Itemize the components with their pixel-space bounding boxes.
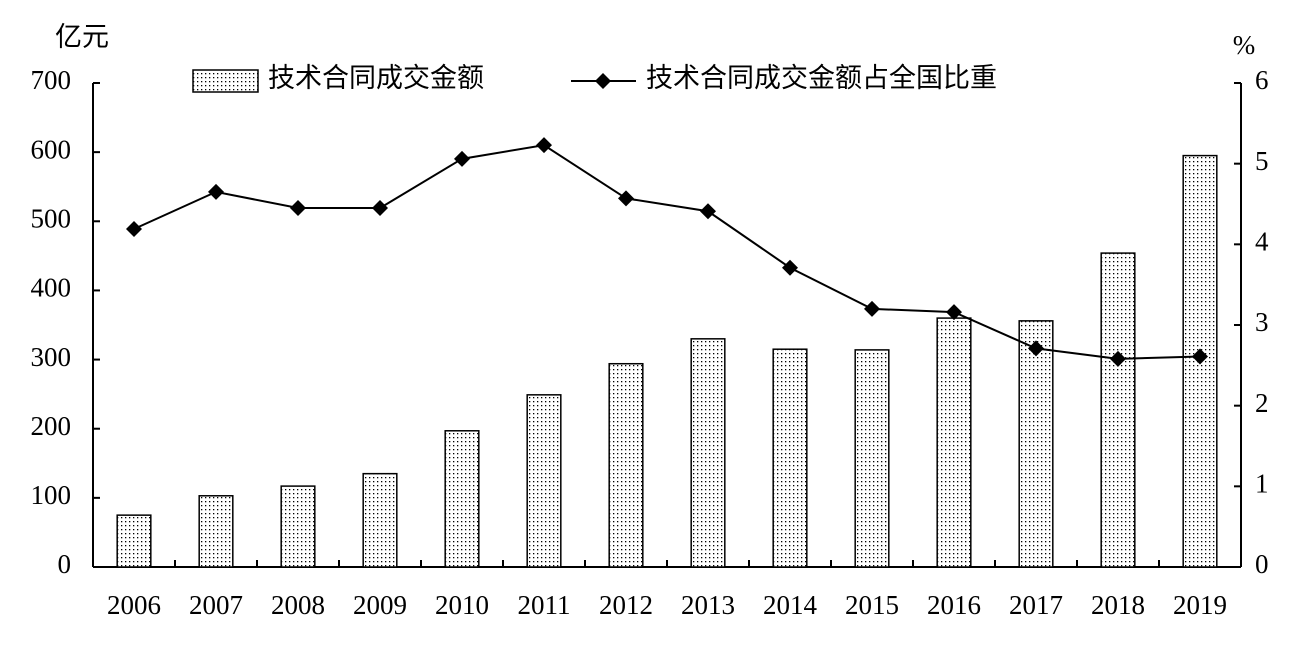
- legend-label: 技术合同成交金额: [268, 63, 484, 93]
- bar: [936, 317, 972, 568]
- x-tick-label: 2010: [435, 590, 489, 620]
- bar: [280, 485, 316, 568]
- line-marker: [864, 300, 880, 317]
- x-tick-label: 2017: [1009, 590, 1063, 620]
- x-tick-label: 2007: [189, 590, 243, 620]
- bar: [608, 362, 644, 568]
- bar: [444, 430, 480, 568]
- y-tick-label: 600: [31, 134, 72, 164]
- bar: [772, 348, 808, 568]
- line-marker: [700, 203, 716, 220]
- x-tick-label: 2008: [271, 590, 325, 620]
- bar: [116, 514, 152, 568]
- line-marker: [1028, 340, 1044, 357]
- line-marker: [946, 304, 962, 321]
- x-tick-label: 2012: [599, 590, 653, 620]
- bar: [362, 472, 398, 568]
- line-marker: [536, 137, 552, 154]
- line: [133, 144, 1201, 360]
- bar: [854, 349, 890, 568]
- x-tick-label: 2015: [845, 590, 899, 620]
- y-axis-label: 亿元: [55, 22, 109, 52]
- x-tick-label: 2013: [681, 590, 735, 620]
- y2-tick-label: 6: [1255, 65, 1269, 95]
- y-tick-label: 700: [31, 65, 72, 95]
- line-marker: [290, 200, 306, 217]
- legend-label: 技术合同成交金额占全国比重: [646, 63, 997, 93]
- bar: [526, 394, 562, 568]
- y2-tick-label: 5: [1255, 146, 1269, 176]
- bar: [690, 338, 726, 568]
- line-marker: [126, 221, 142, 238]
- x-tick-label: 2018: [1091, 590, 1145, 620]
- line-marker: [454, 150, 470, 167]
- x-tick-label: 2011: [518, 590, 571, 620]
- y-tick-label: 0: [58, 549, 72, 579]
- legend-marker: [595, 73, 611, 89]
- y2-tick-label: 4: [1255, 227, 1269, 257]
- y-tick-label: 100: [31, 480, 72, 510]
- y-tick-label: 400: [31, 273, 72, 303]
- x-tick-label: 2006: [107, 590, 161, 620]
- line-marker: [1192, 348, 1208, 365]
- x-tick-label: 2019: [1173, 590, 1227, 620]
- y2-tick-label: 3: [1255, 307, 1269, 337]
- y2-tick-label: 0: [1255, 549, 1269, 579]
- legend-swatch: [192, 69, 259, 93]
- y2-tick-label: 1: [1255, 469, 1269, 499]
- x-tick-label: 2016: [927, 590, 981, 620]
- bar: [1100, 252, 1136, 568]
- y-tick-label: 500: [31, 203, 72, 233]
- y2-tick-label: 2: [1255, 388, 1269, 418]
- line-marker: [1110, 350, 1126, 367]
- line-marker: [372, 200, 388, 217]
- y2-axis-label: %: [1233, 30, 1256, 60]
- line-marker: [618, 190, 634, 207]
- bar: [198, 495, 234, 568]
- x-tick-label: 2014: [763, 590, 818, 620]
- y-tick-label: 300: [31, 342, 72, 372]
- line-marker: [208, 183, 224, 200]
- x-tick-label: 2009: [353, 590, 407, 620]
- bar: [1018, 320, 1054, 568]
- y-tick-label: 200: [31, 411, 72, 441]
- line-marker: [782, 259, 798, 276]
